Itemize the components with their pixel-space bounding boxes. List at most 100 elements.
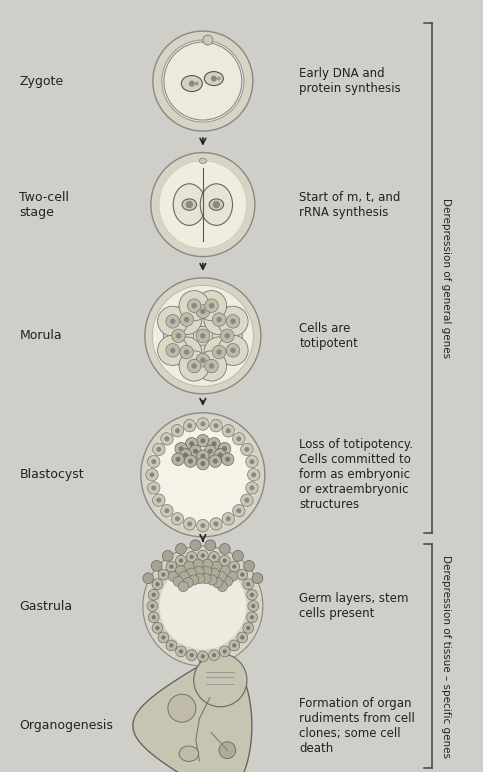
Circle shape <box>148 589 159 600</box>
Circle shape <box>197 520 209 532</box>
Circle shape <box>243 560 255 571</box>
Circle shape <box>204 304 234 334</box>
Circle shape <box>210 518 222 530</box>
Circle shape <box>170 347 175 353</box>
Circle shape <box>230 347 236 353</box>
Circle shape <box>166 344 180 357</box>
Circle shape <box>172 329 185 343</box>
Circle shape <box>170 564 173 569</box>
Circle shape <box>223 649 227 654</box>
Circle shape <box>164 436 170 442</box>
Circle shape <box>237 632 248 643</box>
Circle shape <box>188 296 218 327</box>
Circle shape <box>189 445 201 458</box>
Circle shape <box>159 161 246 249</box>
Circle shape <box>153 286 253 386</box>
Circle shape <box>171 337 202 367</box>
Circle shape <box>208 438 220 450</box>
Circle shape <box>233 505 245 517</box>
Circle shape <box>179 290 209 320</box>
Ellipse shape <box>204 72 223 86</box>
Circle shape <box>175 516 180 521</box>
Circle shape <box>188 345 218 375</box>
Circle shape <box>156 498 161 503</box>
Circle shape <box>200 333 206 339</box>
Circle shape <box>186 568 197 578</box>
Circle shape <box>216 317 222 322</box>
Circle shape <box>200 523 205 528</box>
Circle shape <box>183 452 188 458</box>
Circle shape <box>244 447 249 452</box>
Circle shape <box>247 612 257 623</box>
Circle shape <box>173 577 184 587</box>
Circle shape <box>175 442 187 455</box>
Circle shape <box>209 551 219 562</box>
Circle shape <box>166 561 177 572</box>
Circle shape <box>162 550 173 561</box>
Text: Organogenesis: Organogenesis <box>19 720 113 732</box>
Circle shape <box>226 516 231 521</box>
Circle shape <box>189 653 194 657</box>
Circle shape <box>226 428 231 433</box>
Circle shape <box>198 651 208 662</box>
Circle shape <box>153 494 165 506</box>
Circle shape <box>250 486 255 490</box>
Circle shape <box>200 309 206 314</box>
Text: Derepression of general genes: Derepression of general genes <box>441 198 451 358</box>
Circle shape <box>195 82 199 86</box>
Circle shape <box>209 364 214 369</box>
Circle shape <box>219 742 236 759</box>
Circle shape <box>179 571 189 581</box>
Circle shape <box>201 554 205 557</box>
Circle shape <box>213 313 226 327</box>
Circle shape <box>160 563 246 649</box>
Circle shape <box>229 561 240 572</box>
Circle shape <box>152 622 163 633</box>
Circle shape <box>176 646 186 657</box>
Circle shape <box>178 581 188 591</box>
Circle shape <box>184 317 189 322</box>
Circle shape <box>151 486 156 490</box>
Circle shape <box>143 573 154 584</box>
Circle shape <box>216 571 227 581</box>
Circle shape <box>198 550 208 561</box>
Circle shape <box>246 626 250 630</box>
Circle shape <box>251 472 256 477</box>
Circle shape <box>250 615 254 619</box>
Circle shape <box>197 418 209 430</box>
Circle shape <box>205 359 218 373</box>
Text: Blastocyst: Blastocyst <box>19 469 84 481</box>
Circle shape <box>175 565 185 576</box>
Circle shape <box>200 357 206 363</box>
Circle shape <box>185 438 198 450</box>
Circle shape <box>196 329 210 343</box>
Circle shape <box>213 423 218 428</box>
Circle shape <box>152 579 163 590</box>
Circle shape <box>222 577 233 587</box>
Circle shape <box>212 561 222 571</box>
Circle shape <box>151 560 162 571</box>
Circle shape <box>186 551 197 562</box>
Circle shape <box>147 601 158 611</box>
Circle shape <box>236 508 242 513</box>
Circle shape <box>230 319 236 324</box>
Circle shape <box>213 577 223 587</box>
Ellipse shape <box>199 158 207 164</box>
Circle shape <box>204 337 234 367</box>
Circle shape <box>164 42 242 120</box>
Circle shape <box>248 601 259 611</box>
Ellipse shape <box>182 199 197 210</box>
Circle shape <box>147 455 160 468</box>
Circle shape <box>240 573 244 577</box>
Circle shape <box>172 453 184 466</box>
Circle shape <box>213 521 218 527</box>
Circle shape <box>247 589 257 600</box>
Circle shape <box>250 459 255 464</box>
Circle shape <box>209 303 214 308</box>
Circle shape <box>171 304 202 334</box>
Circle shape <box>216 350 222 355</box>
Circle shape <box>161 573 166 577</box>
Circle shape <box>148 420 257 530</box>
Text: Start of m, t, and
rRNA synthesis: Start of m, t, and rRNA synthesis <box>299 191 401 218</box>
Circle shape <box>185 201 193 208</box>
